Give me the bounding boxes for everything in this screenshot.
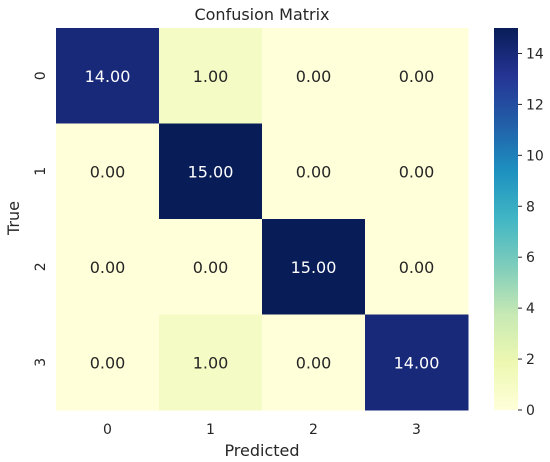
y-tick-labels: 0 1 2 3 [33,71,49,366]
colorbar-ticks: 0 2 4 6 8 10 12 14 [518,46,544,419]
y-tick-label-0: 0 [33,71,49,80]
heatmap-cell-0-2 [262,28,366,124]
colorbar-tick-label-7: 14 [526,46,544,62]
cell-label-2-3: 0.00 [399,258,435,277]
y-tick-label-2: 2 [33,262,49,271]
heatmap-cell-1-3 [365,123,469,220]
x-tick-label-1: 1 [206,422,215,438]
cell-label-0-3: 0.00 [399,67,435,86]
heatmap-cells: 14.00 1.00 0.00 0.00 0.00 15.00 0.00 0.00 0.00 0.… [56,28,469,411]
cell-label-2-0: 0.00 [90,258,126,277]
colorbar-tick-label-5: 10 [526,148,544,164]
heatmap-cell-3-2 [262,314,366,411]
cell-label-3-3: 14.00 [394,353,440,372]
cell-label-1-0: 0.00 [90,162,126,181]
cell-label-0-0: 14.00 [85,67,131,86]
cell-label-1-3: 0.00 [399,162,435,181]
heatmap-cell-1-0 [56,123,160,220]
cell-label-3-2: 0.00 [296,353,332,372]
cell-label-3-1: 1.00 [193,353,229,372]
heatmap-cell-3-0 [56,314,160,411]
colorbar [494,28,518,410]
x-tick-labels: 0 1 2 3 [103,422,421,438]
y-axis-label: True [4,201,23,236]
heatmap-cell-1-2 [262,123,366,220]
colorbar-tick-label-6: 12 [526,97,544,113]
heatmap-cell-0-0 [56,28,160,124]
heatmap-cell-3-1 [159,314,263,411]
heatmap-cell-2-2 [262,219,366,315]
heatmap-cell-2-1 [159,219,263,315]
cell-label-1-1: 15.00 [188,162,234,181]
x-tick-label-0: 0 [103,422,112,438]
x-tick-label-2: 2 [309,422,318,438]
y-tick-label-1: 1 [33,167,49,176]
heatmap-cell-0-1 [159,28,263,124]
cell-label-3-0: 0.00 [90,353,126,372]
colorbar-tick-label-1: 2 [526,352,535,368]
colorbar-tick-label-4: 8 [526,199,535,215]
heatmap-cell-3-3 [365,314,469,411]
colorbar-tick-label-3: 6 [526,250,535,266]
cell-label-1-2: 0.00 [296,162,332,181]
colorbar-tick-label-2: 4 [526,301,535,317]
x-tick-label-3: 3 [412,422,421,438]
cell-label-0-2: 0.00 [296,67,332,86]
cell-label-0-1: 1.00 [193,67,229,86]
heatmap-cell-2-3 [365,219,469,315]
heatmap-cell-1-1 [159,123,263,220]
x-axis-label: Predicted [224,441,299,460]
cell-label-2-1: 0.00 [193,258,229,277]
cell-label-2-2: 15.00 [291,258,337,277]
y-tick-label-3: 3 [33,358,49,367]
heatmap-cell-0-3 [365,28,469,124]
chart-title: Confusion Matrix [194,5,329,24]
colorbar-tick-label-0: 0 [526,403,535,419]
heatmap-cell-2-0 [56,219,160,315]
